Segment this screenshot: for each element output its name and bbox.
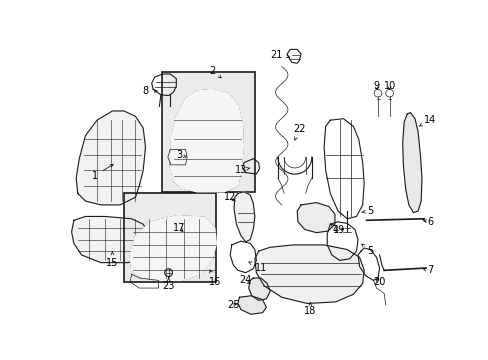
Text: 20: 20 [373,277,385,287]
Text: 9: 9 [373,81,379,91]
Polygon shape [76,111,145,205]
Polygon shape [248,278,270,300]
Text: 13: 13 [234,165,249,175]
Polygon shape [254,245,364,303]
Text: 24: 24 [239,275,251,285]
Polygon shape [234,192,254,242]
Polygon shape [130,216,216,280]
Text: 10: 10 [383,81,395,91]
Text: 3: 3 [176,150,186,160]
Bar [123,193,216,282]
Polygon shape [71,216,151,263]
Text: 16: 16 [208,270,221,287]
Text: 14: 14 [418,115,436,126]
Text: 11: 11 [248,262,266,273]
Polygon shape [238,296,266,314]
Text: 25: 25 [226,300,239,310]
Text: 12: 12 [224,192,236,202]
Polygon shape [297,203,334,233]
Text: 19: 19 [330,224,345,235]
Text: 7: 7 [423,265,433,275]
Text: 22: 22 [293,125,305,140]
Text: 5: 5 [361,244,373,256]
Text: 6: 6 [423,217,432,227]
Bar [162,72,254,192]
Text: 18: 18 [304,303,316,316]
Text: 15: 15 [106,252,119,267]
Polygon shape [170,89,243,192]
Text: 4: 4 [332,225,344,235]
Text: 5: 5 [361,206,373,216]
Polygon shape [402,112,421,213]
Text: 17: 17 [173,223,185,233]
Text: 8: 8 [142,86,157,96]
Text: 2: 2 [209,66,221,78]
Text: 21: 21 [270,50,289,60]
Text: 1: 1 [91,165,113,181]
Text: 23: 23 [162,278,174,291]
